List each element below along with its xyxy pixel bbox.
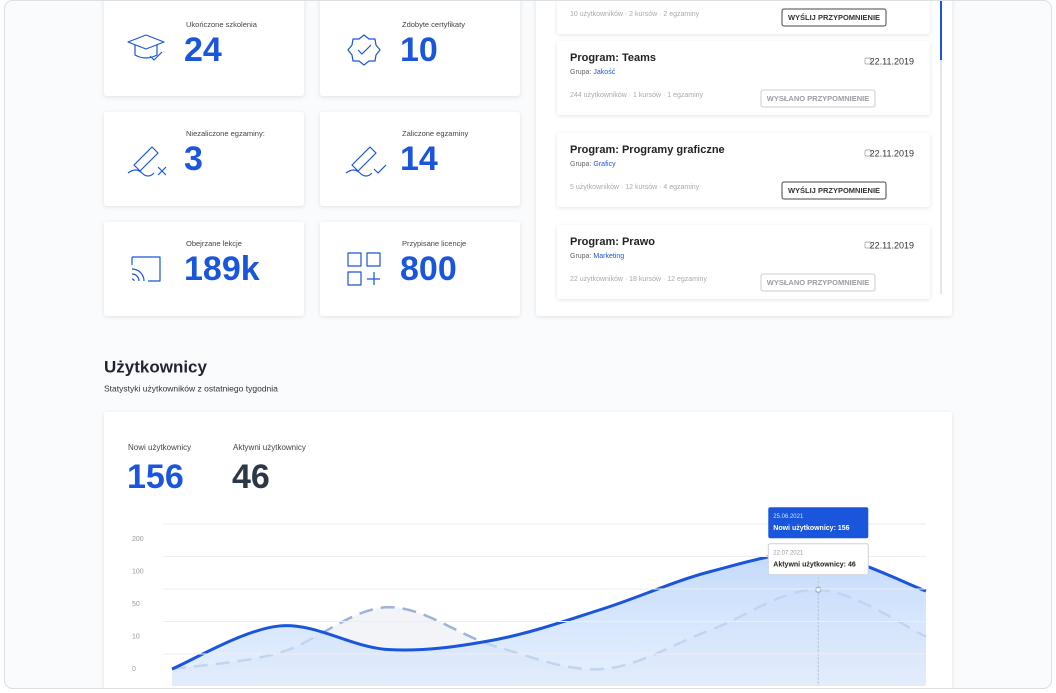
calendar-icon: [864, 241, 872, 249]
y-tick-label: 0: [132, 666, 136, 673]
stat-icon: [347, 34, 381, 66]
stat-label: Zdobyte certyfikaty: [402, 20, 465, 29]
section-title: Użytkownicy: [104, 357, 208, 376]
program-group: Grupa: Marketing: [570, 253, 624, 260]
stat-icon: [347, 252, 381, 286]
program-meta: 244 użytkowników · 1 kursów · 1 egzaminy: [570, 92, 704, 99]
tooltip-date: 22.07.2021: [773, 550, 804, 556]
tooltip: [767, 543, 869, 576]
program-date: 22.11.2019: [870, 148, 914, 158]
reminder-button-label: WYSŁANO PRZYPOMNIENIE: [767, 278, 870, 287]
program-meta: 22 użytkowników · 18 kursów · 12 egzamin…: [570, 276, 707, 283]
stat-icon: [131, 256, 161, 282]
frame: Użytkownicy Statystyki użytkowników z os…: [4, 0, 1052, 689]
stat-value: 189k: [184, 250, 260, 288]
stat-icon: [127, 34, 165, 61]
stat-card: [104, 0, 304, 96]
reminder-button-label: WYŚLIJ PRZYPOMNIENIE: [788, 186, 880, 195]
stat-card: [104, 222, 304, 316]
stat-card: [104, 112, 304, 206]
tooltip-date: 25.06.2021: [773, 514, 804, 520]
program-title: Program: Programy graficzne: [570, 144, 725, 156]
program-meta: 5 użytkowników · 12 kursów · 4 egzaminy: [570, 184, 700, 191]
reminder-button-label: WYŚLIJ PRZYPOMNIENIE: [788, 13, 880, 22]
tooltip-marker: [815, 586, 822, 593]
group-label: Grupa:: [570, 161, 591, 168]
y-tick-label: 200: [132, 536, 144, 543]
summary-label: Aktywni użytkownicy: [233, 443, 306, 452]
stat-label: Przypisane licencje: [402, 239, 466, 248]
group-label: Grupa:: [570, 69, 591, 76]
stat-icon: [345, 146, 387, 177]
program-group: Grupa: Jakość: [570, 69, 616, 76]
program-title: Program: Prawo: [570, 236, 655, 248]
stat-value: 3: [184, 140, 203, 178]
stat-label: Obejrzane lekcje: [186, 239, 242, 248]
y-tick-label: 10: [132, 633, 140, 640]
program-meta: 10 użytkowników · 2 kursów · 2 egzaminy: [570, 11, 700, 18]
summary-value: 156: [127, 458, 184, 496]
program-title: Program: Teams: [570, 52, 656, 64]
reminder-button: [760, 273, 876, 292]
stat-value: 800: [400, 250, 457, 288]
calendar-icon: [864, 149, 872, 157]
tooltip: [768, 507, 869, 539]
program-date: 22.11.2019: [870, 240, 914, 250]
reminder-button: [760, 89, 876, 108]
program-group: Grupa: Graficy: [570, 161, 616, 168]
stat-card: [320, 222, 520, 316]
stat-value: 10: [400, 31, 438, 69]
plot: [171, 550, 927, 686]
y-tick-label: 100: [132, 568, 144, 575]
stat-card: [320, 112, 520, 206]
reminder-button[interactable]: [781, 181, 887, 200]
stat-label: Ukończone szkolenia: [186, 20, 258, 29]
program-date: 22.11.2019: [870, 56, 914, 66]
frame-border: [4, 0, 1052, 689]
stat-value: 24: [184, 31, 222, 69]
group-name[interactable]: Graficy: [593, 161, 616, 168]
stat-card: [320, 0, 520, 96]
reminder-button-label: WYSŁANO PRZYPOMNIENIE: [767, 94, 870, 103]
summary-label: Nowi użytkownicy: [128, 443, 191, 452]
stat-value: 14: [400, 140, 438, 178]
group-name[interactable]: Jakość: [593, 69, 615, 76]
summary-value: 46: [232, 458, 270, 496]
group-label: Grupa:: [570, 253, 591, 260]
stat-label: Niezaliczone egzaminy:: [186, 129, 265, 138]
stat-label: Zaliczone egzaminy: [402, 129, 469, 138]
reminder-button[interactable]: [781, 8, 887, 27]
y-tick-label: 50: [132, 601, 140, 608]
tooltip-text: Nowi użytkownicy: 156: [773, 525, 849, 532]
calendar-icon: [864, 57, 872, 65]
group-name[interactable]: Marketing: [593, 253, 624, 260]
stat-icon: [127, 146, 167, 177]
tooltip-text: Aktywni użytkownicy: 46: [773, 562, 856, 569]
section-subtitle: Statystyki użytkowników z ostatniego tyg…: [104, 383, 278, 393]
